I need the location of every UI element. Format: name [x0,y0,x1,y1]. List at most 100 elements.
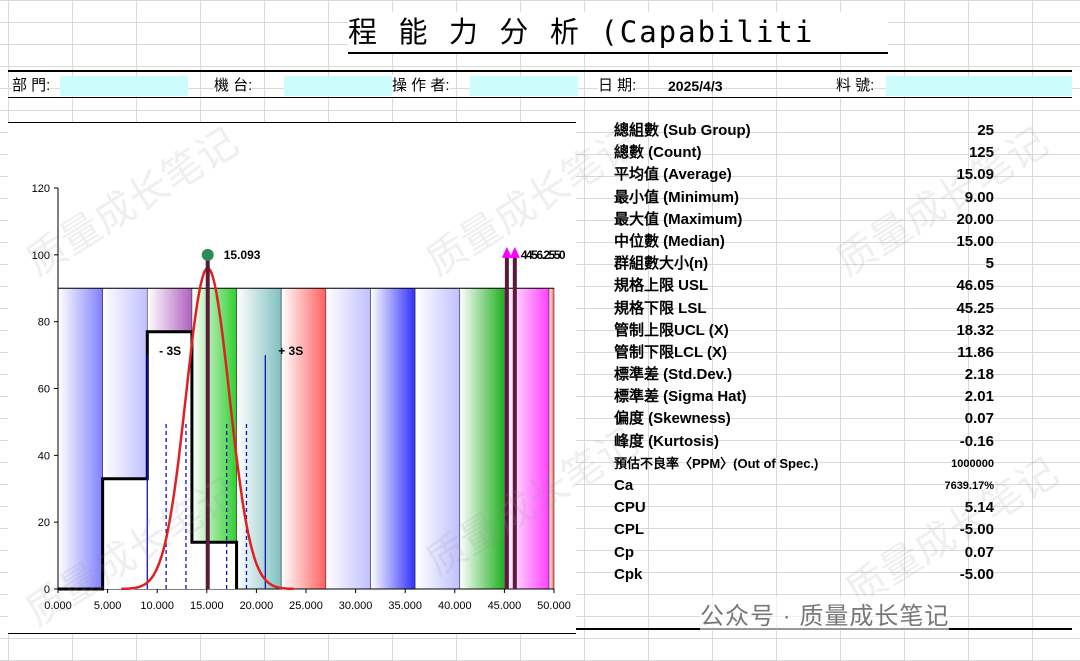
mean-label: 15.093 [224,248,261,262]
x-tick-label: 15.000 [190,600,224,612]
stat-row: 群組數大小(n) 5 [612,253,1002,275]
x-tick-label: 30.000 [339,600,373,612]
stat-label: Cpk [614,565,643,583]
part-label: 料 號: [836,75,875,97]
stat-row: Ca 7639.17% [612,475,1002,497]
stat-row: 最小值 (Minimum) 9.00 [612,187,1002,209]
y-tick-label: 120 [32,183,50,195]
stat-row: 管制上限UCL (X) 18.32 [612,320,1002,342]
statistics-table: 總組數 (Sub Group) 25 總數 (Count) 125 平均值 (Avera… [612,120,1002,586]
stat-label: 中位數 (Median) [614,232,725,250]
x-tick-label: 35.000 [388,600,422,612]
stat-row: CPL -5.00 [612,519,1002,541]
stat-value: 45.25 [956,299,994,317]
y-tick-label: 0 [44,584,50,596]
dept-field[interactable] [60,76,188,96]
stat-row: Cp 0.07 [612,542,1002,564]
background-band [504,287,550,590]
header-row: 部 門: 機 台: 操 作 者: 日 期: 2025/4/3 料 號: [8,75,1072,97]
stat-row: 最大值 (Maximum) 20.00 [612,209,1002,231]
x-tick-label: 40.000 [438,600,472,612]
stat-value: 46.05 [956,277,994,295]
date-label: 日 期: [598,75,637,97]
stat-label: 最大值 (Maximum) [614,210,743,228]
stat-row: 偏度 (Skewness) 0.07 [612,408,1002,430]
stat-value: 25 [977,122,994,139]
y-tick-label: 100 [32,250,50,262]
stat-label: 標準差 (Std.Dev.) [614,366,733,384]
spec-limit-marker [509,246,520,258]
y-tick-label: 40 [38,450,50,462]
stat-value: 11.86 [957,343,994,361]
stat-row: 峰度 (Kurtosis) -0.16 [612,431,1002,453]
y-tick-label: 20 [38,517,50,529]
stat-value: 15.00 [956,232,994,250]
machine-label: 機 台: [214,75,253,97]
stat-value: 15.09 [956,166,994,184]
stat-value: -5.00 [959,521,994,539]
sigma-label: + 3S [278,344,303,358]
background-band [459,287,505,590]
date-value[interactable]: 2025/4/3 [668,78,723,94]
background-band [370,287,416,590]
background-band [191,287,237,590]
stat-label: 規格上限 USL [614,277,709,295]
footer-watermark: 公众号 · 质量成长笔记 [700,596,950,631]
stat-value: 2.18 [964,366,994,384]
background-band [57,287,103,590]
x-tick-label: 50.000 [537,600,571,612]
stat-row: CPU 5.14 [612,497,1002,519]
background-band [236,287,282,590]
stat-label: 管制上限UCL (X) [614,321,729,339]
stat-label: 峰度 (Kurtosis) [614,432,720,450]
spec-limit-marker [501,246,512,258]
stat-row: 標準差 (Std.Dev.) 2.18 [612,364,1002,386]
stat-row: 規格下限 LSL 45.25 [612,298,1002,320]
stat-label: CPL [614,521,644,539]
stat-label: 標準差 (Sigma Hat) [614,388,747,406]
stat-label: 預估不良率〈PPM〉(Out of Spec.) [614,455,819,471]
stat-value: -0.16 [959,432,994,450]
stat-label: 群組數大小(n) [614,255,709,273]
x-tick-label: 5.000 [94,600,122,612]
background-band [325,287,371,590]
stat-row: 總數 (Count) 125 [612,142,1002,164]
stat-row: 預估不良率〈PPM〉(Out of Spec.) 1000000 [612,453,1002,475]
stat-label: 平均值 (Average) [614,166,732,184]
operator-field[interactable] [470,76,578,96]
capability-histogram-chart: 0 20 40 60 80 100 120 0.000 5.000 10.000 15.000 20.… [32,183,571,612]
stat-label: 偏度 (Skewness) [614,410,731,428]
background-band [280,287,327,590]
stat-label: CPU [614,499,646,517]
y-tick-label: 80 [38,317,50,329]
x-tick-label: 10.000 [140,600,174,612]
x-tick-label: 0.000 [44,600,72,612]
background-band [548,287,555,590]
page-title: 程 能 力 分 析 (Capabiliti [348,12,888,54]
stat-value: 5.14 [964,499,994,517]
stat-row: 管制下限LCL (X) 11.86 [612,342,1002,364]
stat-value: 125 [968,144,994,162]
stat-row: 平均值 (Average) 15.09 [612,164,1002,186]
dept-label: 部 門: [12,75,51,97]
stat-label: Ca [614,477,634,494]
spec-limit-label: 4456.2550 [521,248,566,262]
stat-label: Cp [614,543,634,561]
part-number-field[interactable] [886,76,1072,96]
stat-label: 管制下限LCL (X) [614,343,728,361]
stat-value: 2.01 [964,388,994,406]
stat-value: -5.00 [959,565,994,583]
stat-value: 1000000 [951,457,994,470]
stat-label: 總數 (Count) [614,144,702,162]
stat-row: 中位數 (Median) 15.00 [612,231,1002,253]
stat-value: 20.00 [956,210,994,228]
x-tick-label: 20.000 [240,600,274,612]
header-bottom-rule [8,97,1072,98]
stat-label: 規格下限 LSL [614,299,707,317]
sigma-label: - 3S [159,344,181,358]
machine-field[interactable] [284,76,402,96]
operator-label: 操 作 者: [392,75,450,97]
stat-row: 標準差 (Sigma Hat) 2.01 [612,386,1002,408]
stat-value: 5 [985,255,994,273]
stat-value: 9.00 [964,188,994,206]
